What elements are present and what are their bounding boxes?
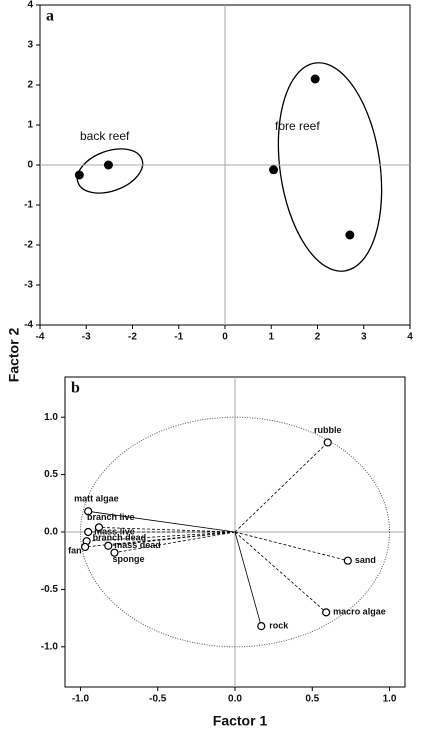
loading-line: [234, 531, 262, 627]
annotation: fore reef: [275, 119, 320, 133]
loading-line: [234, 442, 329, 533]
y-tick-label: 1: [27, 120, 33, 131]
x-tick-label: -0.5: [149, 694, 167, 705]
x-tick-label: -1.0: [72, 694, 90, 705]
x-tick-label: 0.5: [305, 694, 319, 705]
point: [345, 230, 355, 240]
point: [104, 541, 113, 550]
point: [269, 165, 279, 175]
y-tick-label: -1.0: [41, 641, 59, 652]
point: [103, 160, 113, 170]
point-label: branch live: [87, 512, 135, 522]
loading-line: [98, 527, 236, 533]
y-tick-label: 4: [27, 0, 33, 11]
y-tick-label: -1: [24, 200, 33, 211]
y-tick-label: 0: [27, 160, 33, 171]
point-label: sponge: [112, 554, 144, 564]
point: [80, 542, 90, 552]
point: [84, 527, 93, 537]
point-label: mass live: [94, 526, 135, 536]
y-tick-label: 2: [27, 80, 33, 91]
point: [257, 622, 266, 631]
x-tick-label: 0.0: [228, 694, 242, 705]
loading-line: [108, 531, 236, 547]
point-label: mass dead: [114, 540, 161, 550]
y-axis-label: Factor 2: [6, 328, 22, 383]
y-tick-label: -0.5: [41, 584, 59, 595]
x-tick-label: -2: [128, 332, 137, 343]
y-tick-label: -4: [24, 320, 33, 331]
y-tick-label: -3: [24, 280, 33, 291]
y-tick-label: 0.5: [44, 469, 58, 480]
fore-reef-ellipse: [277, 62, 383, 272]
y-tick-label: 1.0: [44, 412, 58, 423]
x-tick-label: -3: [82, 332, 91, 343]
loading-line: [114, 531, 236, 554]
back-reef-ellipse: [76, 148, 144, 194]
x-tick-label: -1: [174, 332, 183, 343]
y-tick-label: -2: [24, 240, 33, 251]
point-label: sand: [355, 555, 376, 565]
panel-label: b: [71, 380, 80, 397]
annotation: back reef: [80, 129, 130, 143]
x-tick-label: 1: [268, 332, 274, 343]
loading-line: [234, 531, 327, 613]
point-label: branch dead: [93, 533, 147, 543]
point-label: rubble: [314, 425, 342, 435]
point-label: macro algae: [333, 607, 386, 617]
point: [110, 548, 119, 557]
point: [322, 608, 331, 617]
point: [74, 170, 84, 180]
point: [343, 556, 352, 565]
x-tick-label: -4: [36, 332, 45, 343]
x-tick-label: 3: [361, 332, 367, 343]
point: [84, 507, 93, 516]
x-tick-label: 0: [222, 332, 228, 343]
y-tick-label: 0.0: [44, 527, 58, 538]
point-label: rock: [269, 621, 289, 631]
loading-line: [88, 510, 236, 533]
point-label: matt algae: [74, 494, 119, 504]
y-tick-label: 3: [27, 40, 33, 51]
panel-label: a: [46, 8, 54, 25]
point-label: fan: [68, 545, 82, 555]
unit-circle: [79, 416, 391, 648]
x-tick-label: 4: [407, 332, 413, 343]
x-axis-label: Factor 1: [213, 713, 268, 729]
point: [94, 523, 104, 532]
point: [323, 438, 332, 447]
point: [310, 74, 320, 84]
loading-line: [234, 531, 348, 562]
x-tick-label: 2: [315, 332, 321, 343]
x-tick-label: 1.0: [383, 694, 397, 705]
